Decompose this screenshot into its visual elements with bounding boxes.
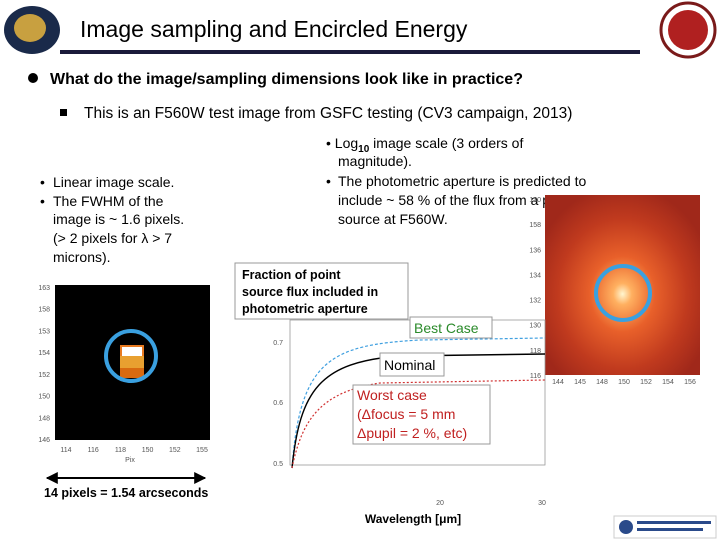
callout-box [352, 384, 491, 445]
subscript: 10 [358, 144, 370, 155]
callout-worst: Worst case [357, 387, 427, 403]
scale-note: 14 pixels = 1.54 arcseconds [44, 486, 208, 500]
left-y-ticks: 163 158 153 154 152 150 148 146 [38, 285, 50, 444]
note-text: Linear image scale. [53, 174, 174, 190]
x-tick-label: 145 [574, 379, 586, 386]
bullet-main: What do the image/sampling dimensions lo… [50, 71, 523, 88]
note-log: • Log10 image scale (3 orders of [326, 135, 523, 155]
x-tick-label: 154 [662, 379, 674, 386]
note-bullet: • [40, 174, 45, 190]
plot-y-tick: 0.5 [273, 461, 283, 468]
note-text: microns). [53, 249, 111, 265]
logo-left [4, 6, 60, 54]
y-tick-label: 118 [530, 348, 541, 355]
y-tick-label: 136 [529, 247, 541, 254]
plot-x-tick: 30 [538, 500, 546, 507]
y-tick-label: 130 [529, 323, 541, 330]
callout-text: Fraction of point [242, 268, 341, 282]
note-text: The photometric aperture is predicted to [338, 173, 586, 189]
y-tick-label: 132 [529, 298, 541, 305]
plot-x-label: Wavelength [μm] [365, 512, 461, 526]
bullet [60, 109, 67, 116]
x-tick-label: 144 [552, 379, 564, 386]
callout-text: source flux included in [242, 285, 378, 299]
note-text: Log [335, 135, 358, 151]
callout-box [234, 262, 409, 320]
x-tick-label: 152 [169, 447, 181, 454]
y-tick-label: 158 [38, 307, 50, 314]
plot-x-tick: 20 [436, 500, 444, 507]
right-y-ticks: 130 158 136 134 132 130 118 116 [529, 197, 541, 380]
plot-y-tick: 0.6 [273, 400, 283, 407]
bullet-sub: This is an F560W test image from GSFC te… [84, 105, 572, 122]
callout-nominal: Nominal [384, 357, 435, 373]
left-x-ticks: 114 116 118 150 152 155 [60, 447, 208, 454]
x-tick-label: 156 [684, 379, 696, 386]
y-tick-label: 148 [38, 415, 50, 422]
bullet [28, 73, 38, 83]
x-tick-label: 118 [115, 447, 126, 454]
y-tick-label: 158 [529, 222, 541, 229]
x-tick-label: 155 [196, 447, 208, 454]
y-tick-label: 116 [530, 373, 541, 380]
plot-y-tick: 0.7 [273, 340, 283, 347]
note-bullet: • [40, 193, 45, 209]
note-bullet: • [326, 173, 331, 189]
note-text: image is ~ 1.6 pixels. [53, 211, 184, 227]
callout-worst: (Δfocus = 5 mm [357, 406, 455, 422]
right-image [545, 195, 700, 375]
callout-text: photometric aperture [242, 302, 368, 316]
note-text: The FWHM of the [53, 193, 164, 209]
note-text: image scale (3 orders of [369, 135, 523, 151]
note-text: include ~ 58 % of the flux from a point [338, 192, 573, 208]
x-tick-label: 150 [142, 447, 154, 454]
x-tick-label: 152 [640, 379, 652, 386]
footer-logo [613, 515, 717, 539]
logo-right [659, 1, 717, 59]
x-tick-label: 116 [88, 447, 99, 454]
y-tick-label: 134 [529, 272, 541, 279]
y-tick-label: 150 [38, 394, 50, 401]
callout-box [409, 316, 493, 339]
callout-worst: Δpupil = 2 %, etc) [357, 425, 467, 441]
x-tick-label: 114 [60, 447, 71, 454]
x-tick-label: 148 [596, 379, 608, 386]
callout-best: Best Case [414, 320, 479, 336]
axis-label: Pix [125, 457, 135, 464]
title: Image sampling and Encircled Energy [80, 16, 468, 42]
note-text: (> 2 pixels for λ > 7 [53, 230, 172, 246]
y-tick-label: 153 [38, 328, 50, 335]
right-x-ticks: 144 145 148 150 152 154 156 [552, 379, 696, 386]
left-image [55, 285, 210, 440]
y-tick-label: 163 [38, 285, 50, 292]
note-text: magnitude). [338, 153, 412, 169]
y-tick-label: 130 [529, 197, 541, 204]
y-tick-label: 154 [38, 350, 50, 357]
y-tick-label: 152 [38, 372, 50, 379]
x-tick-label: 150 [618, 379, 630, 386]
callout-box [379, 352, 445, 377]
y-tick-label: 146 [38, 437, 50, 444]
note-text: source at F560W. [338, 211, 448, 227]
